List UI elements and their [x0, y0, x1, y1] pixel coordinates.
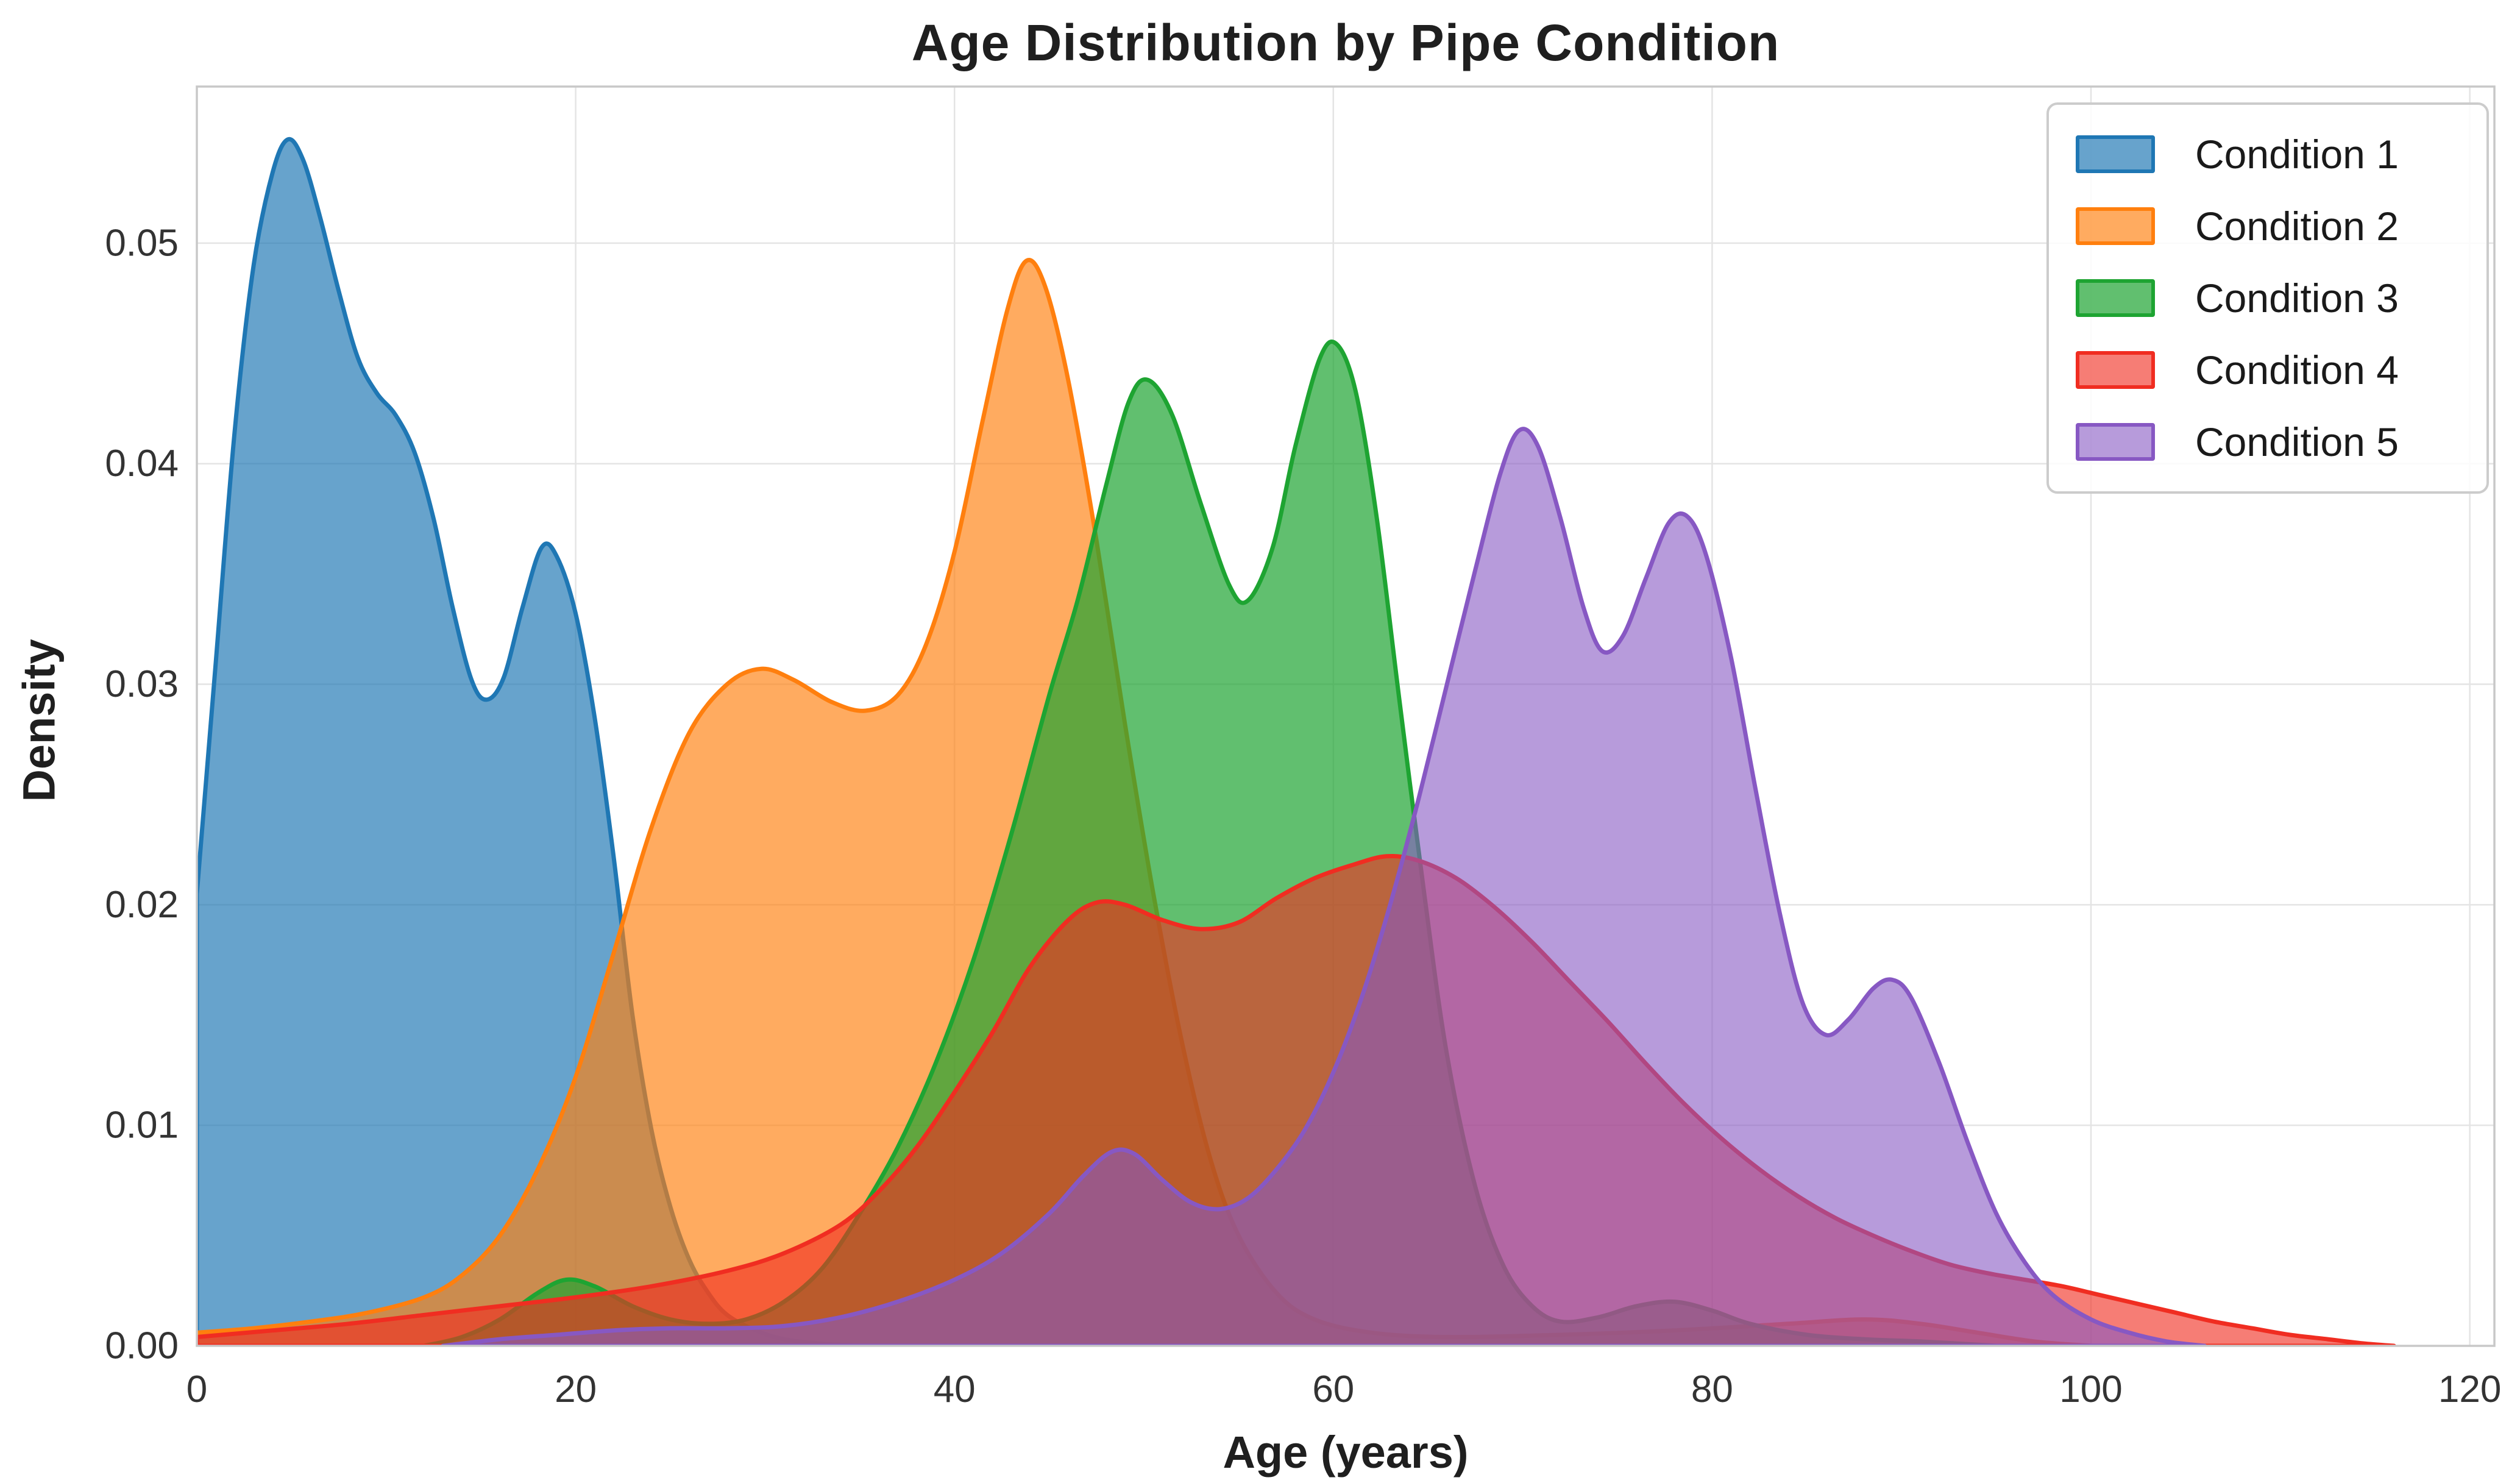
- legend-label-condition-1: Condition 1: [2195, 132, 2399, 177]
- legend-swatch-condition-4: [2076, 351, 2155, 389]
- y-tick-0.05: 0.05: [105, 222, 179, 264]
- x-tick-60: 60: [1312, 1368, 1354, 1410]
- legend: Condition 1 Condition 2 Condition 3 Cond…: [2046, 102, 2489, 494]
- x-axis-label: Age (years): [1223, 1427, 1469, 1478]
- kde-area-5: [441, 427, 2207, 1346]
- legend-swatch-condition-1: [2076, 135, 2155, 173]
- legend-swatch-condition-5: [2076, 423, 2155, 461]
- x-tick-0: 0: [186, 1368, 207, 1410]
- x-tick-20: 20: [555, 1368, 597, 1410]
- chart-title: Age Distribution by Pipe Condition: [911, 14, 1780, 71]
- y-tick-0.02: 0.02: [105, 884, 179, 926]
- legend-swatch-condition-2: [2076, 207, 2155, 245]
- y-tick-0.00: 0.00: [105, 1325, 179, 1367]
- x-tick-40: 40: [934, 1368, 976, 1410]
- legend-label-condition-4: Condition 4: [2195, 347, 2399, 393]
- legend-label-condition-3: Condition 3: [2195, 276, 2399, 321]
- x-tick-120: 120: [2438, 1368, 2501, 1410]
- x-tick-100: 100: [2059, 1368, 2122, 1410]
- x-tick-80: 80: [1691, 1368, 1733, 1410]
- y-tick-0.03: 0.03: [105, 663, 179, 705]
- legend-label-condition-2: Condition 2: [2195, 204, 2399, 249]
- legend-item-condition-5: Condition 5: [2076, 406, 2486, 478]
- legend-item-condition-1: Condition 1: [2076, 118, 2486, 190]
- legend-item-condition-4: Condition 4: [2076, 334, 2486, 406]
- legend-swatch-condition-3: [2076, 279, 2155, 317]
- legend-label-condition-5: Condition 5: [2195, 419, 2399, 464]
- y-tick-0.04: 0.04: [105, 443, 179, 485]
- y-axis-label: Density: [13, 639, 65, 802]
- y-tick-0.01: 0.01: [105, 1104, 179, 1147]
- legend-item-condition-3: Condition 3: [2076, 262, 2486, 334]
- legend-item-condition-2: Condition 2: [2076, 190, 2486, 262]
